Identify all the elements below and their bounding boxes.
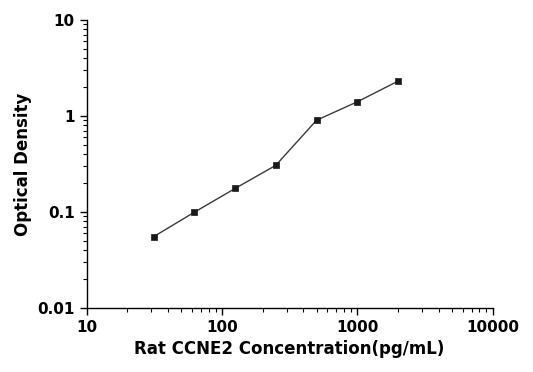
- X-axis label: Rat CCNE2 Concentration(pg/mL): Rat CCNE2 Concentration(pg/mL): [134, 340, 445, 358]
- Y-axis label: Optical Density: Optical Density: [14, 92, 32, 235]
